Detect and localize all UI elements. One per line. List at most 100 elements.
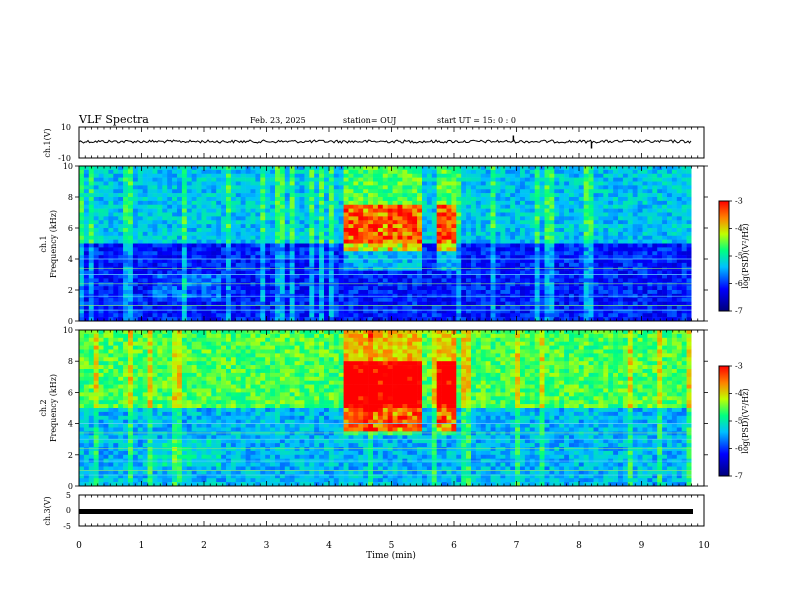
spectrogram-cell [603,262,609,268]
spectrogram-cell [167,313,173,318]
spectrogram-cell [382,309,388,314]
spectrogram-cell [113,228,119,233]
spectrogram-cell [113,208,119,213]
spectrogram-cell [559,228,565,233]
spectrogram-cell [559,200,565,206]
spectrogram-cell [417,313,423,318]
spectrogram-cell [647,262,653,268]
spectrogram-cell [328,247,335,252]
spectrogram-cell [471,286,477,291]
spectrogram-cell [93,231,99,237]
spectrogram-cell [407,309,413,314]
spectrogram-cell [98,212,104,217]
spectrogram-cell [676,317,682,322]
spectrogram-cell [83,235,90,240]
spectrogram-cell [490,228,496,233]
spectrogram-cell [324,200,330,206]
spectrogram-cell [211,286,217,291]
spectrogram-cell [598,286,604,291]
spectrogram-cell [608,259,614,264]
spectrogram-cell [196,228,202,233]
spectrogram-cell [622,270,629,275]
spectrogram-cell [338,231,344,237]
spectrogram-cell [544,290,550,295]
spectrogram-cell [221,266,227,271]
spectrogram-cell [343,220,349,225]
spectrogram-cell [373,189,379,194]
spectrogram-cell [500,197,506,202]
spectrogram-cell [412,247,418,252]
spectrogram-cell [495,305,501,310]
spectrogram-cell [265,212,271,217]
spectrogram-cell [79,278,85,283]
spectrogram-cell [113,305,119,310]
spectrogram-cell [642,177,648,182]
spectrogram-cell [265,169,271,175]
spectrogram-cell [559,255,565,260]
spectrogram-cell [240,259,246,264]
spectrogram-cell [142,317,148,322]
spectrogram-cell [676,266,682,271]
spectrogram-cell [436,197,442,202]
spectrogram-cell [324,208,330,213]
spectrogram-cell [588,169,594,175]
spectrogram-cell [456,216,462,221]
spectrogram-cell [157,204,163,209]
spectrogram-cell [622,204,629,209]
spectrogram-cell [377,235,384,240]
spectrogram-cell [485,166,491,171]
spectrogram-cell [98,197,104,202]
spectrogram-cell [270,169,276,175]
spectrogram-cell [539,259,545,264]
spectrogram-cell [564,239,570,244]
spectrogram-cell [627,216,633,221]
spectrogram-cell [118,247,124,252]
spectrogram-cell [387,208,393,213]
spectrogram-cell [505,317,511,322]
spectrogram-cell [520,239,526,244]
spectrogram-cell [667,231,673,237]
spectrogram-cell [88,262,94,268]
spectrogram-cell [431,193,437,198]
spectrogram-cell [461,251,467,256]
spectrogram-cell [480,274,486,279]
spectrogram-cell [608,317,614,322]
spectrogram-cell [377,266,384,271]
spectrogram-cell [500,278,506,283]
spectrogram-cell [245,317,251,322]
spectrogram-cell [162,197,168,202]
spectrogram-cell [289,185,295,190]
spectrogram-cell [348,220,354,225]
spectrogram-cell [431,282,437,287]
spectrogram-cell [652,317,658,322]
spectrogram-cell [392,212,398,217]
spectrogram-cell [652,255,658,260]
spectrogram-cell [667,173,673,178]
spectrogram-cell [348,193,354,198]
spectrogram-cell [270,189,276,194]
spectrogram-cell [613,317,619,322]
spectrogram-cell [240,247,246,252]
spectrogram-cell [299,290,305,295]
spectrogram-cell [436,181,442,186]
spectrogram-cell [309,173,315,178]
spectrogram-cell [142,204,148,209]
spectrogram-cell [529,166,535,171]
spectrogram-cell [485,313,491,318]
spectrogram-cell [275,228,281,233]
spectrogram-cell [162,301,168,306]
spectrogram-cell [79,197,85,202]
spectrogram-cell [216,204,222,209]
spectrogram-cell [206,282,212,287]
spectrogram-cell [191,177,197,182]
spectrogram-cell [333,247,339,252]
spectrogram-cell [191,224,197,229]
spectrogram-cell [338,290,344,295]
spectrogram-cell [431,208,437,213]
spectrogram-cell [426,173,433,178]
spectrogram-cell [495,297,501,302]
spectrogram-cell [201,255,207,260]
spectrogram-cell [475,270,482,275]
spectrogram-cell [216,181,222,186]
spectrogram-cell [373,247,379,252]
